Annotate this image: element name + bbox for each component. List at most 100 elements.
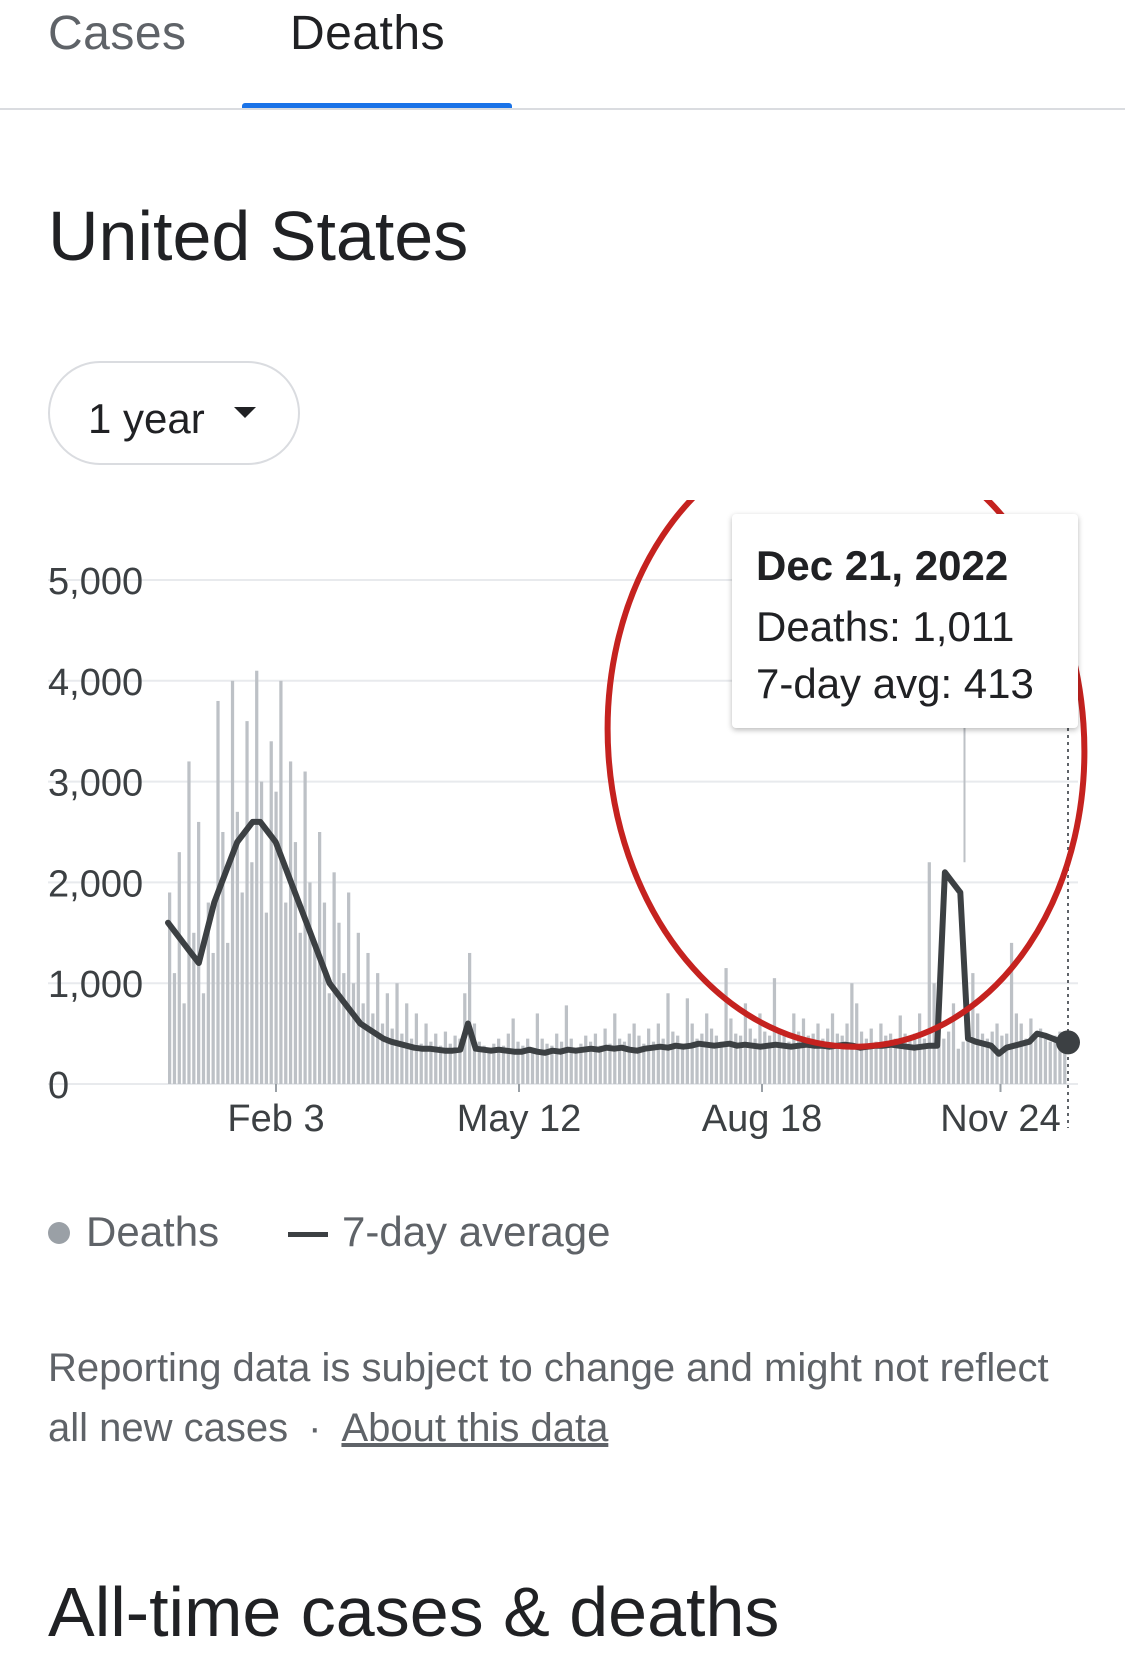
seven-day-average-line [165,818,1071,1057]
deaths-bar [593,1033,598,1084]
deaths-bar [293,842,298,1084]
deaths-bar [288,761,293,1084]
deaths-bar [971,973,975,1084]
deaths-bar [893,1038,898,1084]
deaths-bar [908,1038,912,1084]
deaths-chart[interactable]: 5,000 4,000 3,000 2,000 1,000 0 Feb 3 May 12 Au… [0,500,1125,1180]
region-title: United States [48,197,469,275]
deaths-bar [835,1033,839,1084]
deaths-bar [777,1028,781,1084]
deaths-bar [177,852,181,1084]
deaths-bar [371,1013,375,1084]
y-axis-ticks: 5,000 4,000 3,000 2,000 1,000 0 [48,561,143,1107]
tab-deaths[interactable]: Deaths [290,7,446,60]
deaths-bar [477,1041,481,1084]
deaths-bar [332,872,336,1084]
deaths-legend-dot-icon [48,1222,70,1244]
annotation-circle [604,500,1088,1050]
deaths-bar [497,1038,501,1084]
deaths-bar [1058,1031,1062,1084]
deaths-bar [526,1038,530,1084]
tooltip-avg: 7-day avg: 413 [756,660,1034,707]
y-tick-label: 3,000 [48,763,143,805]
deaths-bar [308,882,312,1084]
deaths-bar [1043,1038,1048,1084]
deaths-bar [400,1033,404,1084]
deaths-bar [192,932,196,1084]
tab-bar: Cases Deaths [0,0,1125,110]
deaths-bar [676,1035,680,1084]
deaths-bar [569,1038,573,1084]
deaths-bar [366,952,370,1084]
deaths-bar [1048,1041,1052,1084]
deaths-bar [898,1015,902,1084]
deaths-bar [622,1041,627,1084]
deaths-bar [671,1031,675,1084]
about-this-data-link[interactable]: About this data [341,1406,609,1450]
deaths-bar [211,952,215,1084]
deaths-bar [438,1045,443,1084]
hover-point [1056,1030,1080,1055]
deaths-bar [787,1041,791,1084]
deaths-bar [187,761,191,1084]
deaths-bar [797,1031,801,1084]
deaths-bar [627,1033,631,1084]
deaths-bar [816,1023,820,1084]
deaths-bar [182,1003,186,1084]
deaths-bar [559,1041,564,1084]
deaths-bar [274,791,278,1084]
tooltip-date: Dec 21, 2022 [756,542,1009,589]
deaths-bar [380,1023,385,1084]
x-tick-label: Aug 18 [702,1098,822,1140]
deaths-bar [680,1043,685,1084]
deaths-bar [327,993,331,1084]
deaths-bar [705,1013,709,1084]
deaths-bar [584,1035,588,1084]
deaths-bar [1038,1028,1043,1084]
deaths-bar [874,1041,878,1084]
y-tick-label: 5,000 [48,561,143,603]
deaths-bar [221,832,225,1084]
legend-avg-label: 7-day average [342,1208,611,1255]
deaths-bar [753,1038,757,1084]
deaths-bar [472,1023,477,1084]
deaths-bar [395,983,399,1084]
deaths-bar [516,1041,520,1084]
range-selector-button[interactable]: 1 year [48,361,300,465]
deaths-bar [927,862,931,1084]
deaths-bar [574,1048,578,1084]
deaths-bar [424,1023,428,1084]
deaths-bar [637,1035,641,1084]
y-tick-label: 0 [48,1065,69,1107]
deaths-bar [782,1035,786,1084]
deaths-bar [564,1005,569,1084]
deaths-bar [434,1033,438,1084]
data-disclaimer: Reporting data is subject to change and … [48,1338,1088,1458]
deaths-bar [506,1033,510,1084]
deaths-bar [240,892,244,1084]
deaths-bar [342,973,346,1084]
deaths-bar [482,1045,486,1084]
deaths-bar [501,1045,506,1084]
disclaimer-text: Reporting data is subject to change and … [48,1346,1049,1450]
deaths-bar [201,993,206,1084]
deaths-bar [666,993,670,1084]
tab-cases[interactable]: Cases [48,7,187,60]
deaths-bar [598,1045,602,1084]
deaths-bar [230,680,235,1084]
deaths-bar [550,1045,554,1084]
x-axis-ticks: Feb 3 May 12 Aug 18 Nov 24 [227,1084,1061,1140]
deaths-bar [864,1038,869,1084]
deaths-bar [322,902,327,1084]
deaths-bar [361,1003,365,1084]
hover-markers [963,728,1080,1128]
deaths-bar [719,1041,723,1084]
deaths-bar [235,811,239,1084]
deaths-bar [922,1038,927,1084]
deaths-bar [1014,1013,1019,1084]
deaths-bar [656,1023,660,1084]
deaths-bar [521,1045,525,1084]
deaths-bar [608,1043,612,1084]
deaths-bar [888,1033,893,1084]
deaths-bar [990,1031,994,1084]
